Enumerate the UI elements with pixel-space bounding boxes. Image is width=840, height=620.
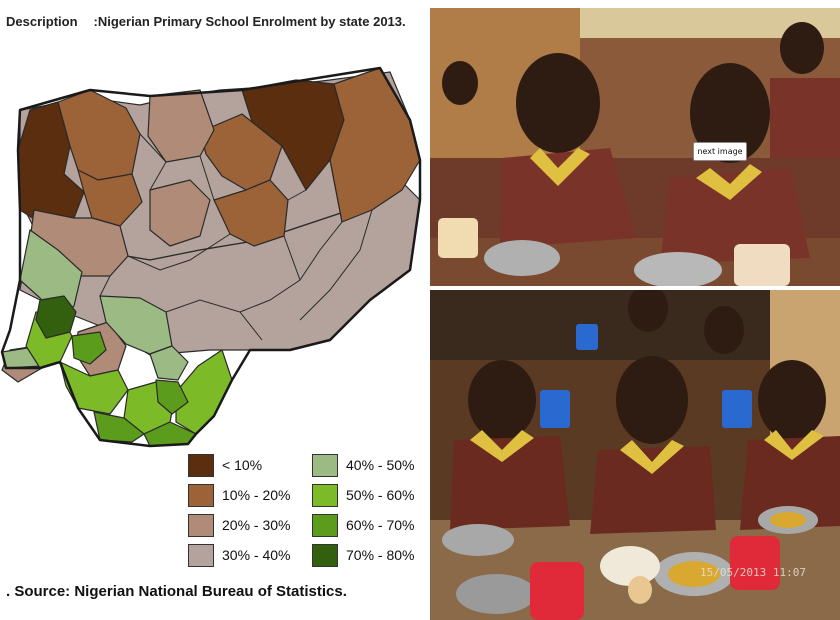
photo-children-eating-top [430, 8, 840, 286]
legend-label: 50% - 60% [346, 487, 415, 503]
state-region [149, 179, 211, 247]
state-region [77, 169, 143, 227]
state-region [35, 295, 77, 339]
legend-swatch [312, 483, 338, 507]
legend-item: 70% - 80% [312, 543, 414, 567]
state-region [213, 179, 289, 247]
state-region [155, 379, 189, 415]
state-region [59, 361, 129, 415]
map-title: :Nigerian Primary School Enrolment by st… [93, 14, 406, 29]
nigeria-enrolment-map [0, 66, 422, 448]
source-note: . Source: Nigerian National Bureau of St… [6, 583, 347, 600]
legend-item: 60% - 70% [312, 513, 414, 537]
state-region [93, 411, 145, 443]
legend-swatch [312, 543, 338, 567]
map-legend: < 10% 10% - 20% 20% - 30% 30% - 40% 40% - 50… [188, 453, 428, 573]
legend-swatch [188, 453, 214, 477]
legend-swatch [312, 513, 338, 537]
photo-timestamp: 15/05/2013 11:07 [700, 566, 806, 579]
legend-item: 20% - 30% [188, 513, 290, 537]
legend-label: 60% - 70% [346, 517, 415, 533]
state-region [149, 345, 189, 381]
legend-swatch [188, 513, 214, 537]
legend-label: 40% - 50% [346, 457, 415, 473]
photo-children-eating-bottom [430, 290, 840, 620]
legend-item: 10% - 20% [188, 483, 290, 507]
map-description: Description :Nigerian Primary School Enro… [6, 14, 406, 29]
legend-swatch [188, 543, 214, 567]
legend-item: 40% - 50% [312, 453, 414, 477]
legend-label: 20% - 30% [222, 517, 291, 533]
legend-swatch [312, 453, 338, 477]
legend-swatch [188, 483, 214, 507]
legend-item: < 10% [188, 453, 262, 477]
legend-item: 50% - 60% [312, 483, 414, 507]
description-label: Description [6, 14, 78, 29]
next-image-button[interactable]: next image [693, 142, 747, 161]
state-region [71, 331, 107, 365]
legend-label: 10% - 20% [222, 487, 291, 503]
legend-item: 30% - 40% [188, 543, 290, 567]
legend-label: 70% - 80% [346, 547, 415, 563]
panel-divider [426, 0, 430, 620]
legend-label: < 10% [222, 457, 263, 473]
legend-label: 30% - 40% [222, 547, 291, 563]
